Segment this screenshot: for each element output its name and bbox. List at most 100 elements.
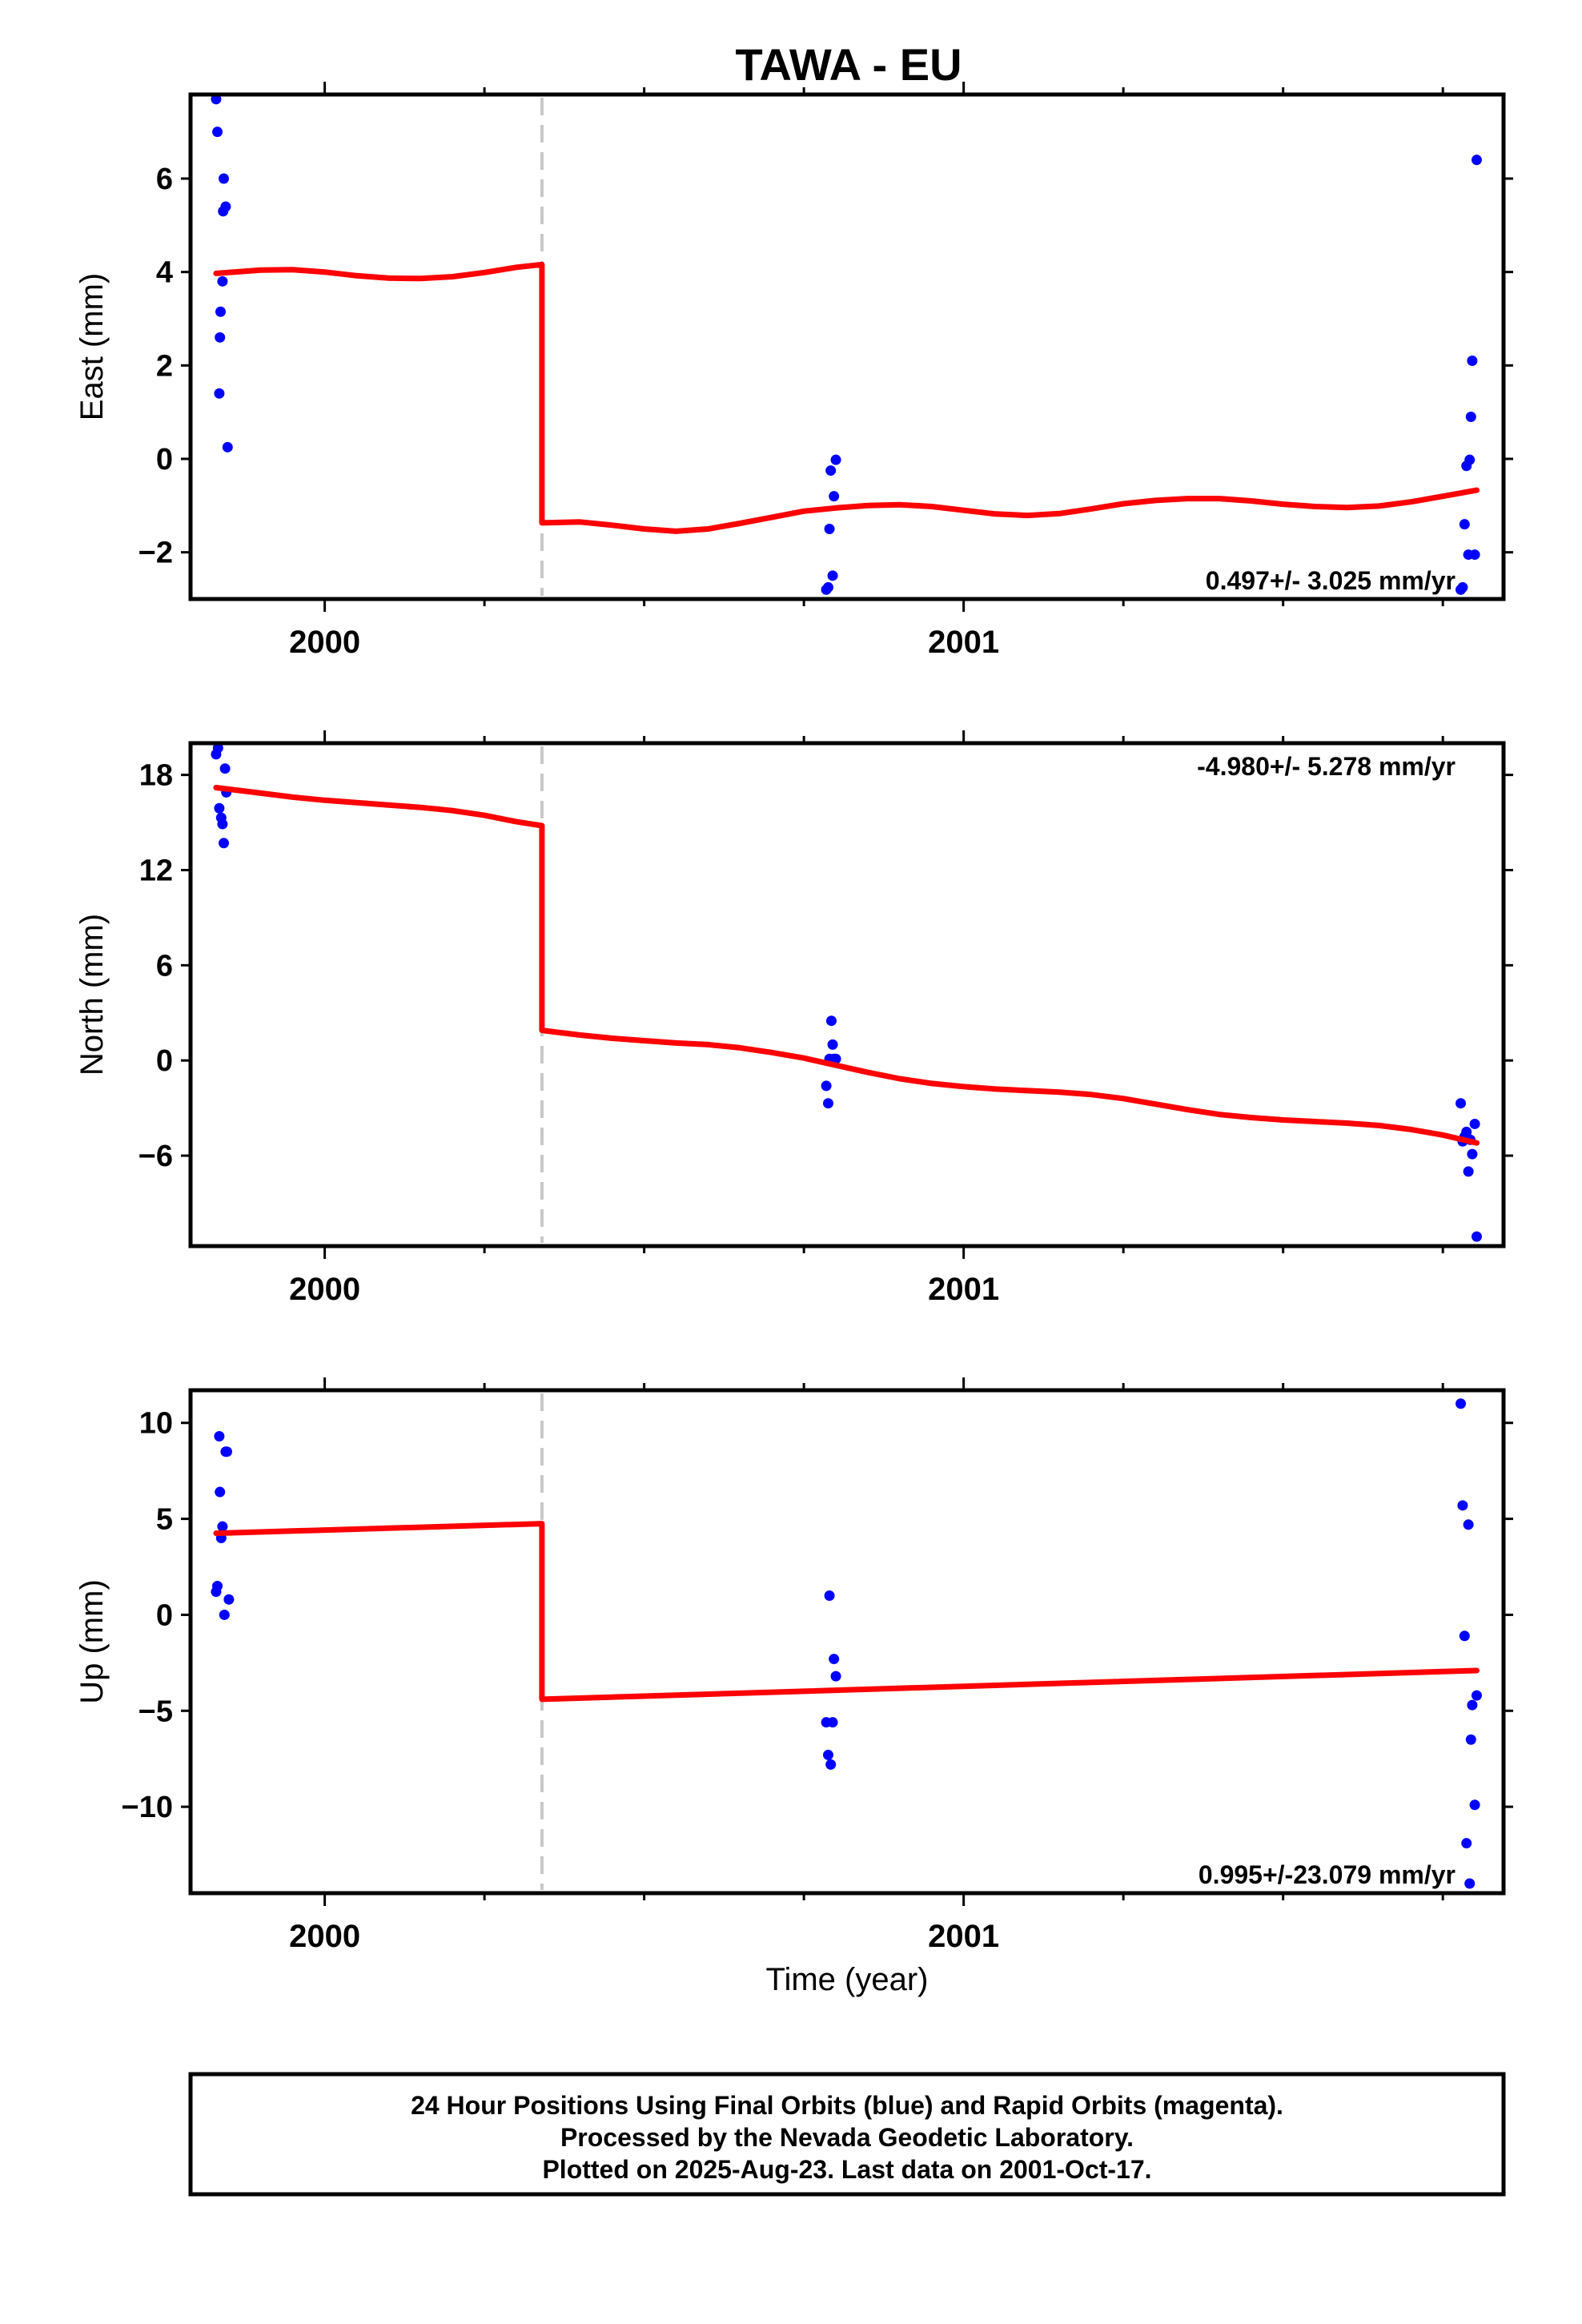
x-tick-label: 2000	[289, 1919, 360, 1954]
data-point	[1467, 356, 1478, 366]
panel-frame	[188, 92, 1506, 601]
data-point	[1456, 1098, 1467, 1109]
data-point	[214, 802, 225, 814]
data-point	[827, 570, 838, 581]
y-tick-label: 0	[156, 1598, 173, 1632]
data-point	[824, 524, 835, 534]
data-point	[1464, 454, 1476, 465]
data-point	[829, 491, 840, 502]
data-group	[211, 743, 1482, 1242]
data-point	[827, 1039, 838, 1050]
data-point	[218, 173, 229, 184]
x-tick-label: 2001	[928, 1272, 999, 1307]
y-tick-label: 2	[156, 349, 173, 383]
footer-line-1: 24 Hour Positions Using Final Orbits (bl…	[411, 2091, 1283, 2120]
data-group	[211, 94, 1482, 595]
data-point	[1461, 1126, 1472, 1137]
x-axis-label: Time (year)	[766, 1962, 929, 1997]
y-tick-label: 6	[156, 163, 173, 196]
panel-east: −2 0 2 4 6 2000 2001 East (mm) 0.497+/- 3.025 mm…	[74, 82, 1513, 660]
data-point	[221, 1446, 232, 1458]
data-point	[1461, 1838, 1472, 1849]
data-point	[829, 1654, 840, 1665]
y-tick-label: −2	[139, 537, 173, 570]
footer-line-2: Processed by the Nevada Geodetic Laborat…	[560, 2123, 1134, 2152]
y-tick-label: 6	[156, 949, 173, 983]
y-tick-label: 5	[156, 1503, 173, 1537]
data-point	[215, 306, 227, 317]
data-point	[218, 838, 229, 849]
x-tick-label: 2001	[928, 1919, 999, 1954]
data-point	[1469, 1799, 1480, 1811]
data-point	[220, 201, 231, 212]
data-point	[215, 332, 226, 343]
data-point	[1469, 1118, 1480, 1129]
panel-up: −10 −5 0 5 10 2000 2001 Up (mm) 0.995+/-23.079 m…	[74, 1377, 1513, 1954]
x-tick-label: 2001	[928, 625, 999, 660]
data-point	[1471, 155, 1482, 166]
model-line	[213, 1521, 1480, 1703]
data-point	[1467, 1148, 1478, 1160]
data-point	[825, 1759, 837, 1770]
data-point	[1465, 1734, 1476, 1745]
data-group	[211, 1398, 1482, 1889]
chart-title: TAWA - EU	[735, 39, 962, 90]
rate-label: -4.980+/- 5.278 mm/yr	[1197, 752, 1456, 781]
footer-line-3: Plotted on 2025-Aug-23. Last data on 200…	[542, 2155, 1151, 2184]
rate-label: 0.995+/-23.079 mm/yr	[1199, 1860, 1456, 1889]
footer-frame	[188, 2072, 1506, 2197]
y-tick-label: 18	[139, 759, 173, 793]
data-point	[212, 127, 223, 138]
model-line	[213, 785, 1480, 1146]
y-tick-label: −6	[139, 1140, 173, 1173]
data-point	[1464, 1878, 1476, 1889]
data-point	[222, 441, 233, 452]
data-point	[822, 581, 833, 593]
data-point	[1467, 1699, 1478, 1711]
data-point	[215, 1486, 226, 1498]
data-point	[825, 465, 837, 476]
data-point	[830, 1671, 841, 1682]
data-point	[217, 275, 228, 287]
x-tick-label: 2000	[289, 1272, 360, 1307]
data-point	[821, 1080, 832, 1092]
panel-frame	[188, 741, 1506, 1248]
panel-frame	[188, 1388, 1506, 1896]
data-point	[1471, 1231, 1482, 1242]
panels-group: −2 0 2 4 6 2000 2001 East (mm) 0.497+/- 3.025 mm…	[74, 82, 1513, 1954]
y-tick-label: 0	[156, 1044, 173, 1078]
data-point	[830, 1053, 841, 1064]
y-tick-label: −5	[139, 1695, 173, 1728]
data-point	[1459, 519, 1470, 530]
data-point	[822, 1098, 833, 1109]
data-point	[1463, 1519, 1474, 1530]
y-axis-label: East (mm)	[74, 273, 110, 420]
data-point	[1469, 549, 1480, 561]
data-point	[219, 763, 231, 774]
data-point	[223, 1594, 235, 1605]
y-axis-label: North (mm)	[74, 914, 110, 1076]
y-tick-label: −10	[122, 1791, 173, 1824]
data-point	[1457, 1500, 1468, 1511]
data-point	[217, 818, 228, 830]
data-point	[1463, 1166, 1474, 1177]
data-point	[1471, 1690, 1482, 1701]
x-tick-label: 2000	[289, 625, 360, 660]
data-point	[212, 1580, 223, 1591]
data-point	[1457, 581, 1468, 593]
footer-box: 24 Hour Positions Using Final Orbits (bl…	[188, 2072, 1506, 2197]
data-point	[212, 743, 223, 754]
y-axis-label: Up (mm)	[74, 1579, 110, 1704]
data-point	[1459, 1630, 1470, 1642]
data-point	[219, 1609, 230, 1620]
data-point	[824, 1590, 835, 1601]
panel-north: −6 0 6 12 18 2000 2001 North (mm) -4.980+/- 5.27…	[74, 730, 1513, 1307]
data-point	[211, 94, 222, 105]
data-point	[822, 1749, 833, 1760]
y-tick-label: 4	[156, 256, 173, 290]
data-point	[830, 454, 841, 465]
data-point	[1456, 1398, 1467, 1409]
y-tick-label: 12	[139, 854, 173, 887]
model-line	[213, 261, 1480, 534]
rate-label: 0.497+/- 3.025 mm/yr	[1206, 566, 1456, 595]
